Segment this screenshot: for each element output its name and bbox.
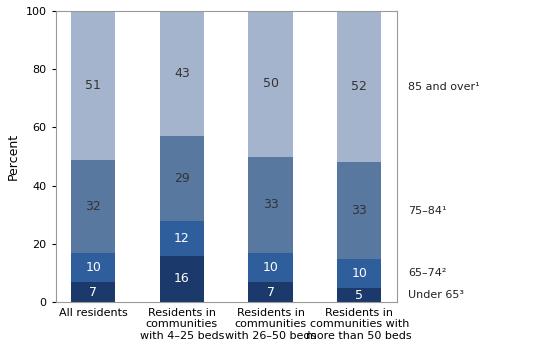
Text: 7: 7 <box>89 286 97 299</box>
Bar <box>249 157 293 253</box>
Bar <box>337 11 381 163</box>
Text: 85 and over¹: 85 and over¹ <box>408 82 480 92</box>
Text: 12: 12 <box>174 232 190 245</box>
Bar <box>160 256 204 302</box>
Text: 10: 10 <box>85 261 101 274</box>
Text: 29: 29 <box>174 172 190 185</box>
Y-axis label: Percent: Percent <box>7 133 20 180</box>
Text: 75–84¹: 75–84¹ <box>408 206 447 215</box>
Text: 7: 7 <box>267 286 274 299</box>
Bar <box>160 221 204 256</box>
Bar <box>160 11 204 136</box>
Text: 50: 50 <box>263 77 278 90</box>
Text: 5: 5 <box>355 288 363 301</box>
Text: Under 65³: Under 65³ <box>408 290 464 300</box>
Bar <box>71 159 115 253</box>
Text: 32: 32 <box>85 200 101 213</box>
Bar <box>249 253 293 282</box>
Text: 16: 16 <box>174 272 190 285</box>
Bar <box>249 11 293 157</box>
Bar <box>249 282 293 302</box>
Bar <box>337 163 381 259</box>
Text: 10: 10 <box>351 267 367 280</box>
Bar <box>337 259 381 288</box>
Text: 52: 52 <box>351 80 367 93</box>
Bar <box>337 288 381 302</box>
Text: 43: 43 <box>174 67 190 80</box>
Text: 33: 33 <box>351 204 367 217</box>
Bar <box>71 253 115 282</box>
Text: 51: 51 <box>85 79 101 92</box>
Bar <box>71 282 115 302</box>
Text: 65–74²: 65–74² <box>408 268 446 278</box>
Text: 33: 33 <box>263 198 278 211</box>
Text: 10: 10 <box>263 261 278 274</box>
Bar <box>160 136 204 221</box>
Bar <box>71 11 115 159</box>
